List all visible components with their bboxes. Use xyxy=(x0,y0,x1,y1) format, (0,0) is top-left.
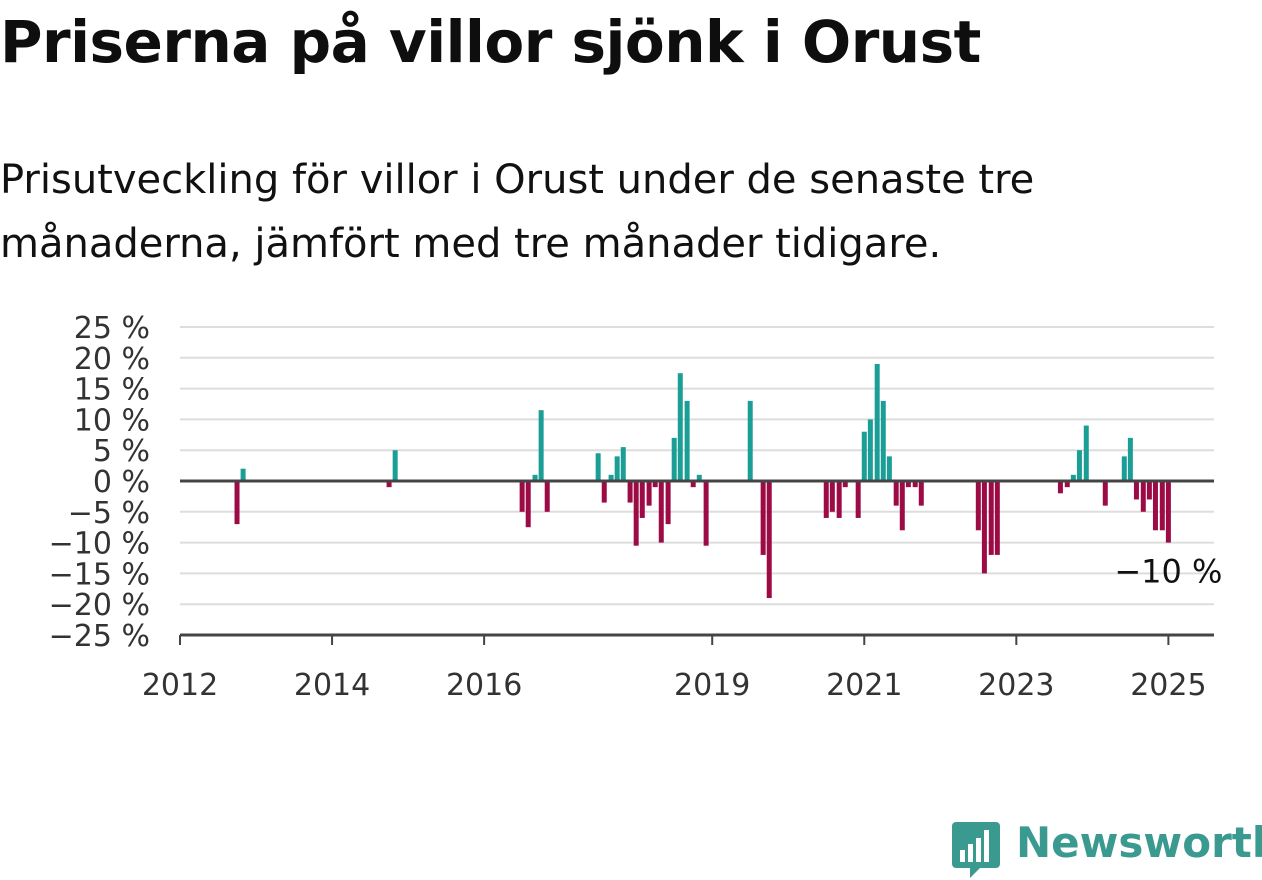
bar xyxy=(684,400,690,481)
bar xyxy=(690,481,696,488)
bar xyxy=(646,481,652,506)
bar xyxy=(665,481,671,525)
y-tick-label: 25 % xyxy=(74,311,150,346)
bar xyxy=(1165,481,1171,543)
bar xyxy=(899,481,905,531)
x-tick-label: 2021 xyxy=(826,668,902,703)
bar xyxy=(829,481,835,512)
bar xyxy=(620,447,626,481)
bar xyxy=(1159,481,1165,531)
y-tick-label: 15 % xyxy=(74,373,150,408)
bar xyxy=(386,481,392,488)
bar xyxy=(519,481,525,512)
y-tick-label: −10 % xyxy=(49,527,150,562)
bar xyxy=(595,453,601,481)
bar xyxy=(1064,481,1070,488)
bar xyxy=(855,481,861,518)
bar xyxy=(538,410,544,481)
bar xyxy=(652,481,658,488)
bar-chart: 25 %20 %15 %10 %5 %0 %−5 %−10 %−15 %−20 … xyxy=(49,311,1223,703)
bar xyxy=(658,481,664,543)
bar xyxy=(677,373,683,481)
bar xyxy=(861,431,867,481)
bar xyxy=(1146,481,1152,500)
bar xyxy=(696,474,702,481)
bar xyxy=(639,481,645,518)
bars xyxy=(234,363,1171,599)
bar xyxy=(912,481,918,488)
bar xyxy=(747,400,753,481)
y-tick-label: 5 % xyxy=(93,434,150,469)
bar xyxy=(1102,481,1108,506)
bar xyxy=(532,474,538,481)
bar xyxy=(994,481,1000,555)
bar xyxy=(392,450,398,481)
bar xyxy=(874,363,880,481)
bar xyxy=(608,474,614,481)
x-tick-label: 2014 xyxy=(294,668,370,703)
axes xyxy=(179,479,1214,645)
bar xyxy=(975,481,981,531)
bar xyxy=(601,481,607,503)
last-value-annotation: −10 % xyxy=(1114,552,1222,590)
bar xyxy=(893,481,899,506)
bar xyxy=(918,481,924,506)
bar xyxy=(703,481,709,546)
bar xyxy=(1152,481,1158,531)
y-tick-label: −25 % xyxy=(49,619,150,654)
bar xyxy=(886,456,892,481)
brand: Newsworthy xyxy=(950,818,1262,880)
bar xyxy=(614,456,620,481)
bar xyxy=(234,481,240,525)
bar xyxy=(836,481,842,518)
bar xyxy=(1083,425,1089,481)
y-tick-label: −5 % xyxy=(68,496,150,531)
bar xyxy=(988,481,994,555)
bar xyxy=(525,481,531,528)
y-tick-label: −20 % xyxy=(49,588,150,623)
bar xyxy=(627,481,633,503)
y-tick-label: 0 % xyxy=(93,465,150,500)
x-tick-label: 2012 xyxy=(142,668,218,703)
bar xyxy=(823,481,829,518)
bar xyxy=(1140,481,1146,512)
x-tick-label: 2019 xyxy=(674,668,750,703)
newsworthy-logo-icon xyxy=(952,822,1000,878)
y-tick-label: 20 % xyxy=(74,342,150,377)
bar xyxy=(544,481,550,512)
bar xyxy=(867,419,873,481)
bar xyxy=(1121,456,1127,481)
bar xyxy=(1133,481,1139,500)
chart-title: Priserna på villor sjönk i Orust xyxy=(0,8,981,76)
bar xyxy=(671,437,677,481)
gridlines xyxy=(180,326,1214,606)
bar xyxy=(760,481,766,555)
chart-subtitle: Prisutveckling för villor i Orust under … xyxy=(0,157,1035,267)
x-tick-label: 2025 xyxy=(1130,668,1206,703)
brand-name: Newsworthy xyxy=(1016,818,1262,867)
bar xyxy=(766,481,772,599)
bar xyxy=(1076,450,1082,481)
bar xyxy=(633,481,639,546)
bar xyxy=(842,481,848,488)
bar xyxy=(905,481,911,488)
y-tick-label: −15 % xyxy=(49,557,150,592)
y-tick-label: 10 % xyxy=(74,403,150,438)
bar xyxy=(240,468,246,481)
tick-labels: 25 %20 %15 %10 %5 %0 %−5 %−10 %−15 %−20 … xyxy=(49,311,1207,703)
x-tick-label: 2016 xyxy=(446,668,522,703)
x-tick-label: 2023 xyxy=(978,668,1054,703)
bar xyxy=(1127,437,1133,481)
bar xyxy=(880,400,886,481)
bar xyxy=(1070,474,1076,481)
bar xyxy=(1057,481,1063,494)
bar xyxy=(981,481,987,574)
